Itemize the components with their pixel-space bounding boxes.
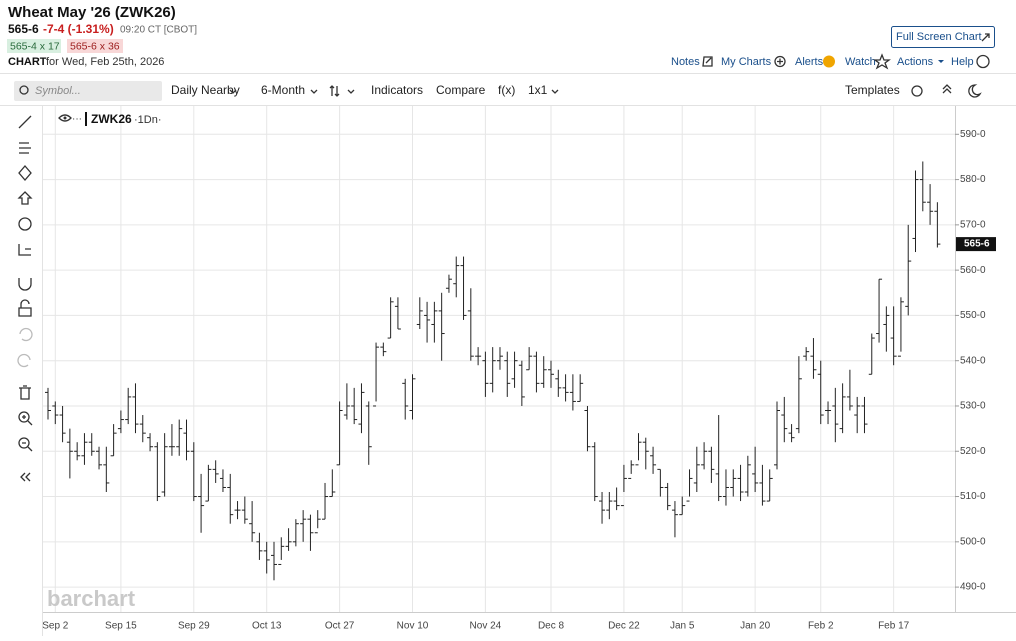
- bid: 565-4 x 17: [10, 40, 60, 52]
- search-icon: [19, 85, 29, 95]
- eye-pupil: [63, 116, 67, 120]
- y-tick-label: 580-0: [960, 174, 986, 185]
- y-tick-label: 510-0: [960, 491, 986, 502]
- x-tick-label: Jan 20: [740, 621, 770, 632]
- full-screen-button[interactable]: [891, 26, 995, 48]
- y-tick-label: 560-0: [960, 265, 986, 276]
- y-tick-label: 570-0: [960, 219, 986, 230]
- visibility-icon[interactable]: [58, 114, 72, 122]
- x-tick-label: Nov 24: [470, 621, 502, 632]
- y-tick-label: 520-0: [960, 446, 986, 457]
- legend-interval: ·1Dn·: [134, 114, 162, 126]
- tool-zoom-out[interactable]: [18, 437, 30, 449]
- aggregation[interactable]: Daily Nearby: [171, 83, 240, 97]
- notes-icon: [702, 56, 713, 67]
- tool-redo[interactable]: [17, 353, 31, 368]
- price-change: -7-4 (-1.31%): [43, 22, 114, 36]
- tool-shape[interactable]: [18, 165, 32, 181]
- period[interactable]: 6-Month: [261, 83, 305, 97]
- last-price-marker: [956, 237, 996, 252]
- x-tick-label: Feb 2: [808, 621, 834, 632]
- tool-magnet[interactable]: [18, 278, 32, 291]
- price-bars: [45, 161, 941, 581]
- zoom-out-mark: [22, 442, 33, 452]
- compare[interactable]: Compare: [436, 83, 486, 97]
- tool-line[interactable]: [18, 115, 32, 129]
- link-my-charts[interactable]: My Charts: [721, 56, 772, 68]
- x-tick-label: Feb 17: [878, 621, 910, 632]
- y-tick-label: 490-0: [960, 582, 986, 593]
- ask: 565-6 x 36: [70, 40, 120, 52]
- x-tick-label: Oct 13: [252, 621, 282, 632]
- x-tick-label: Dec 22: [608, 621, 640, 632]
- zoom-in-mark: [22, 415, 33, 426]
- quote-time: 09:20 CT [CBOT]: [120, 25, 197, 36]
- drawing-tools: [17, 115, 33, 482]
- indicators[interactable]: Indicators: [371, 83, 423, 97]
- watch-icon: [873, 53, 891, 70]
- bars-icon[interactable]: [329, 85, 340, 97]
- tool-zoom-in[interactable]: [18, 411, 30, 423]
- y-tick-label: 500-0: [960, 536, 986, 547]
- link-actions[interactable]: Actions: [897, 56, 934, 68]
- x-tick-label: Sep 15: [105, 621, 137, 632]
- legend-dots: ···: [72, 114, 82, 125]
- x-tick-label: Dec 8: [538, 621, 565, 632]
- x-tick-label: Oct 27: [325, 621, 355, 632]
- my-charts-icon: [774, 55, 786, 68]
- link-help[interactable]: Help: [951, 56, 974, 68]
- ask-box: [67, 39, 123, 53]
- chart-date: for Wed, Feb 25th, 2026: [46, 56, 164, 68]
- dropdown-chevrons: [229, 89, 559, 94]
- full-screen-icon: [981, 33, 990, 42]
- templates[interactable]: Templates: [845, 83, 900, 97]
- tool-note[interactable]: [18, 217, 32, 231]
- tool-measure[interactable]: [18, 244, 31, 256]
- alerts-icon: [823, 55, 835, 68]
- help-icon: [976, 54, 990, 69]
- fx[interactable]: f(x): [498, 83, 515, 97]
- bid-box: [7, 39, 61, 53]
- y-tick-label: 590-0: [960, 129, 986, 140]
- tool-collapse[interactable]: [20, 472, 31, 482]
- tool-undo[interactable]: [19, 327, 33, 342]
- theme-icon[interactable]: [968, 84, 982, 98]
- y-tick-label: 550-0: [960, 310, 986, 321]
- grid: [43, 106, 959, 612]
- plus: [777, 58, 783, 65]
- collapse-icon[interactable]: [942, 84, 952, 94]
- tool-lock[interactable]: [18, 299, 32, 317]
- tool-delete[interactable]: [19, 385, 31, 400]
- full-screen-label[interactable]: Full Screen Chart: [896, 31, 982, 43]
- last-price-label: 565-6: [964, 239, 990, 250]
- legend-symbol: ZWK26: [91, 112, 132, 126]
- layout[interactable]: 1x1: [528, 83, 548, 97]
- x-tick-label: Nov 10: [397, 621, 429, 632]
- tool-arrow[interactable]: [17, 191, 33, 205]
- link-watch[interactable]: Watch: [845, 56, 876, 68]
- x-tick-label: Sep 2: [42, 621, 69, 632]
- title: Wheat May '26 (ZWK26): [8, 4, 176, 21]
- x-tick-label: Sep 29: [178, 621, 210, 632]
- search-placeholder[interactable]: Symbol...: [35, 85, 81, 97]
- link-notes[interactable]: Notes: [671, 56, 700, 68]
- search-box[interactable]: [14, 81, 162, 101]
- y-tick-label: 530-0: [960, 401, 986, 412]
- axis-labels: 490-0 500-0 510-0 520-0 530-0 540-0 550-0 560-0…: [42, 129, 996, 632]
- watermark: barchart: [47, 586, 136, 611]
- y-tick-label: 540-0: [960, 355, 986, 366]
- link-alerts[interactable]: Alerts: [795, 56, 824, 68]
- last-price: 565-6: [8, 22, 39, 36]
- legend-marker: [85, 112, 87, 126]
- chart-label: CHART: [8, 56, 47, 68]
- settings-icon[interactable]: [911, 85, 923, 97]
- x-tick-label: Jan 5: [670, 621, 695, 632]
- tool-fib[interactable]: [19, 142, 31, 154]
- caret: [938, 60, 944, 63]
